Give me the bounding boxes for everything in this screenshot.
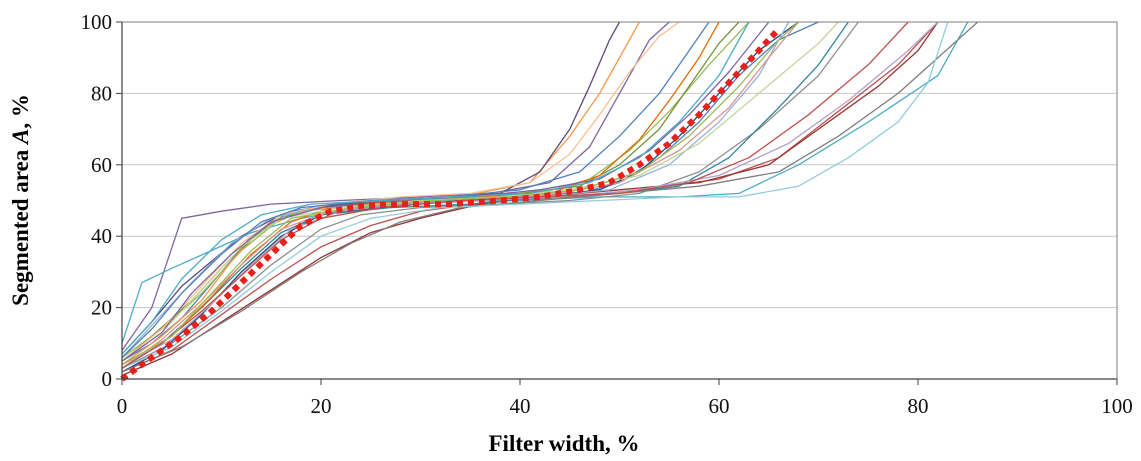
plot-area-border — [121, 21, 1118, 380]
x-tick-label-0: 0 — [117, 394, 128, 418]
y-tick-label-100: 100 — [81, 10, 113, 34]
x-tick-label-80: 80 — [908, 394, 929, 418]
x-tick-label-20: 20 — [311, 394, 332, 418]
sample-curves — [121, 21, 979, 376]
sample-curve-25 — [121, 21, 750, 355]
y-tick-label-80: 80 — [91, 81, 112, 105]
x-tick-label-100: 100 — [1101, 394, 1133, 418]
y-axis-title-variable: A — [8, 129, 33, 146]
sample-curve-23 — [121, 21, 800, 366]
sample-curve-14 — [121, 21, 979, 373]
mean-curve-line — [120, 27, 781, 382]
axes — [116, 21, 1118, 385]
sample-curve-1 — [121, 21, 819, 362]
sample-curve-19 — [121, 21, 949, 369]
sample-curve-4 — [121, 21, 670, 351]
y-axis-title-main: Segmented area — [8, 144, 33, 306]
y-axis-title-unit: , % — [8, 94, 33, 129]
y-tick-label-0: 0 — [102, 367, 113, 391]
y-tick-label-60: 60 — [91, 153, 112, 177]
sample-curve-24 — [121, 21, 770, 362]
x-tick-labels: 0 20 40 60 80 100 — [117, 394, 1133, 418]
y-tick-label-40: 40 — [91, 224, 112, 248]
x-tick-label-60: 60 — [709, 394, 730, 418]
y-tick-label-20: 20 — [91, 296, 112, 320]
x-axis-title: Filter width, % — [489, 431, 640, 456]
y-tick-labels: 0 20 40 60 80 100 — [81, 10, 113, 391]
y-axis-title: Segmented area A, % — [8, 94, 33, 306]
x-tick-label-40: 40 — [510, 394, 531, 418]
mean-curve — [120, 27, 781, 382]
sample-curve-20 — [121, 21, 680, 362]
